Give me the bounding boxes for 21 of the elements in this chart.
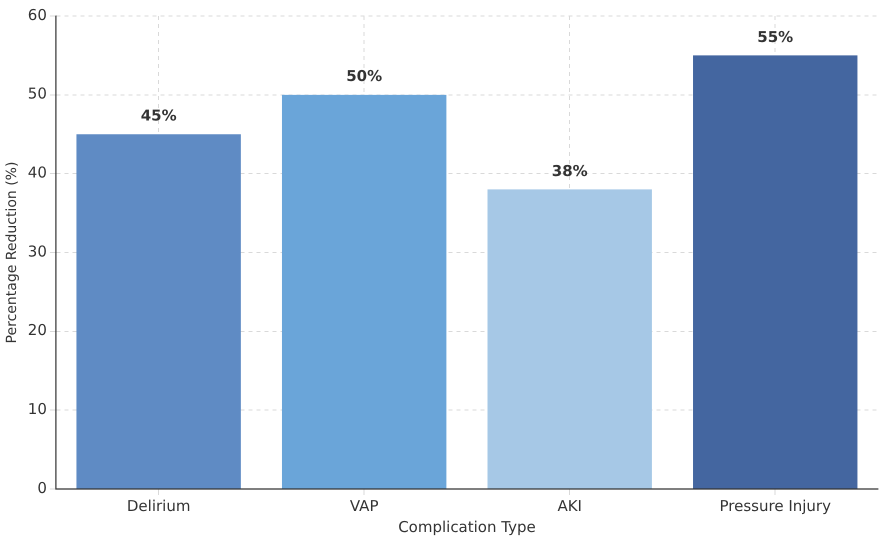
y-tick-label: 0 (37, 478, 47, 497)
y-tick-label: 10 (28, 400, 47, 418)
y-axis-title: Percentage Reduction (%) (4, 162, 20, 344)
x-axis-title: Complication Type (398, 518, 536, 536)
bar (693, 55, 858, 488)
y-tick-label: 20 (28, 321, 47, 340)
data-label: 55% (757, 28, 794, 46)
data-label: 50% (346, 67, 382, 86)
y-tick-label: 60 (28, 6, 47, 24)
x-tick-label: AKI (557, 496, 582, 515)
x-tick-label: VAP (350, 496, 378, 515)
bar (487, 189, 652, 488)
data-label: 38% (552, 162, 588, 180)
y-tick-label: 40 (28, 164, 47, 182)
y-tick-label: 50 (28, 84, 47, 103)
x-tick-label: Delirium (126, 496, 190, 515)
bar (76, 134, 241, 488)
y-tick-label: 30 (28, 242, 47, 260)
x-tick-label: Pressure Injury (720, 496, 832, 515)
bar (282, 94, 446, 488)
data-label: 45% (140, 106, 177, 125)
